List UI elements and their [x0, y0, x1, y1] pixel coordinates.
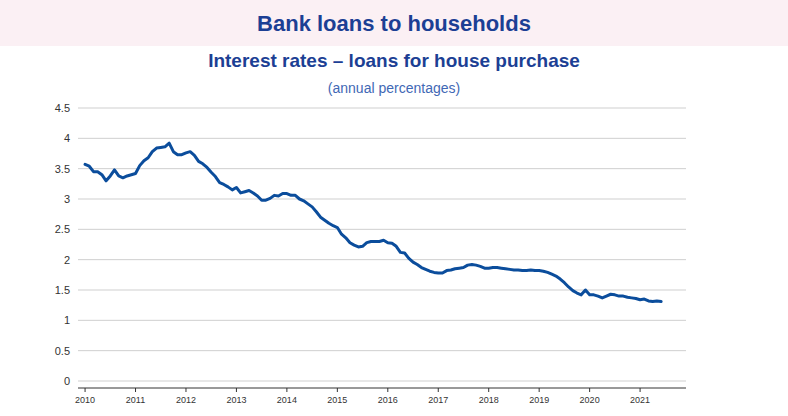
x-tick-label: 2012 [176, 395, 196, 405]
y-tick-label: 4 [64, 132, 70, 144]
y-tick-label: 3 [64, 193, 70, 205]
y-tick-label: 3.5 [55, 163, 70, 175]
x-tick-label: 2020 [580, 395, 600, 405]
grid-line [78, 108, 686, 109]
x-tick-label: 2013 [226, 395, 246, 405]
x-tick-label: 2017 [428, 395, 448, 405]
grid-line [78, 350, 686, 351]
y-tick-label: 2.5 [55, 223, 70, 235]
x-tick-label: 2011 [126, 395, 145, 405]
series-line [85, 143, 661, 301]
grid-line [78, 138, 686, 139]
x-tick-label: 2019 [529, 395, 549, 405]
grid-line [78, 199, 686, 200]
grid-line [78, 168, 686, 169]
x-tick [135, 388, 136, 392]
chart: Bank loans to households Interest rates –… [0, 0, 788, 416]
y-tick-label: 0.5 [55, 345, 70, 357]
x-tick [640, 388, 641, 392]
x-tick-label: 2014 [277, 395, 297, 405]
x-tick [286, 388, 287, 392]
x-tick [85, 388, 86, 392]
x-tick [387, 388, 388, 392]
x-tick [539, 388, 540, 392]
x-tick-label: 2015 [327, 395, 347, 405]
title: Bank loans to households [257, 11, 531, 36]
x-tick [589, 388, 590, 392]
grid-line [78, 229, 686, 230]
subtitle: Interest rates – loans for house purchas… [208, 50, 580, 71]
y-tick-label: 0 [64, 375, 70, 387]
data-group [85, 143, 661, 301]
y-tick-label: 1.5 [55, 284, 70, 296]
x-tick-label: 2010 [75, 395, 95, 405]
x-tick [337, 388, 338, 392]
x-tick [185, 388, 186, 392]
y-tick-label: 1 [64, 314, 70, 326]
title-band [0, 0, 788, 46]
grid-line [78, 381, 686, 382]
grid-line [78, 259, 686, 260]
x-axis [78, 388, 686, 389]
x-tick [236, 388, 237, 392]
y-axis-label: (annual percentages) [328, 80, 460, 96]
x-tick [438, 388, 439, 392]
x-tick [488, 388, 489, 392]
grid-line [78, 290, 686, 291]
x-tick-label: 2016 [378, 395, 398, 405]
y-tick-label: 4.5 [55, 102, 70, 114]
x-tick-label: 2018 [479, 395, 499, 405]
grid [78, 108, 686, 381]
y-tick-label: 2 [64, 254, 70, 266]
grid-line [78, 320, 686, 321]
x-tick-label: 2021 [630, 395, 650, 405]
